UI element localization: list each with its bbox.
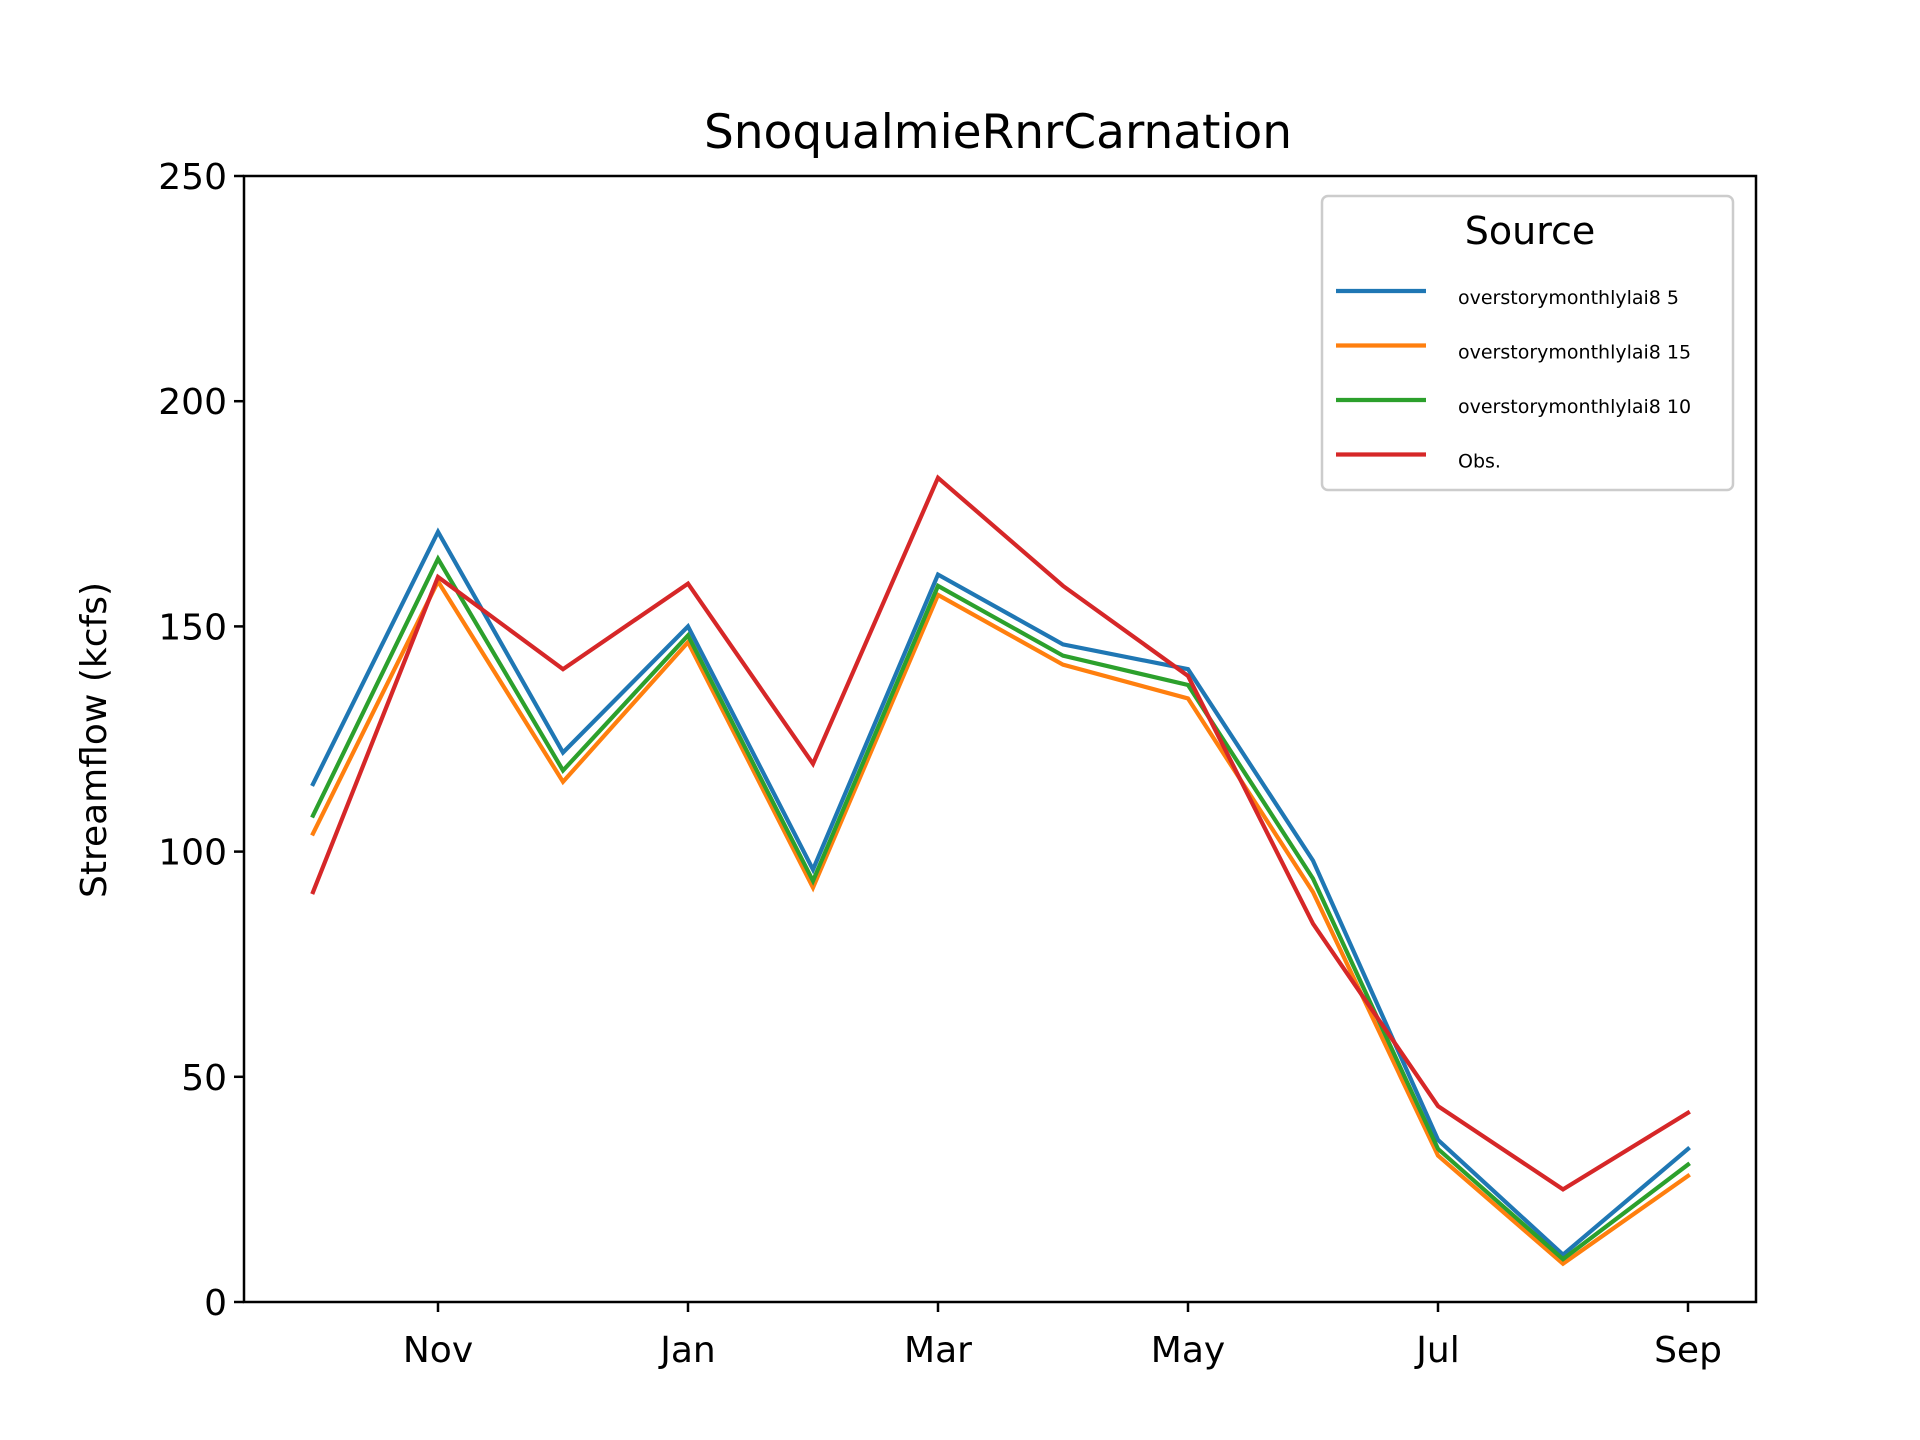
legend-label: overstorymonthlylai8 10 [1458, 396, 1691, 418]
legend-label: Obs. [1458, 451, 1501, 473]
x-axis: Nov Jan Mar May Jul Sep [403, 1302, 1722, 1371]
y-axis-label: Streamflow (kcfs) [74, 582, 115, 898]
plot-frame [242, 174, 1758, 1304]
legend-entries: overstorymonthlylai8 5 overstorymonthlyla… [1336, 287, 1691, 473]
x-tick-label: May [1151, 1330, 1225, 1371]
legend-label: overstorymonthlylai8 15 [1458, 342, 1691, 364]
y-axis: 0 50 100 150 200 250 [158, 157, 244, 1324]
x-tick-label: Mar [904, 1330, 972, 1371]
y-tick-label: 0 [204, 1283, 227, 1324]
series-line-3 [310, 554, 1691, 1262]
x-tick-label: Nov [403, 1330, 473, 1371]
y-tick-label: 150 [158, 607, 227, 648]
legend: Source overstorymonthlylai8 5overstorymo… [1320, 194, 1735, 492]
series-lines [310, 474, 1691, 1267]
legend-title: Source [1465, 209, 1596, 253]
series-line-2 [310, 577, 1691, 1267]
y-tick-label: 100 [158, 833, 227, 874]
x-tick-label: Jan [658, 1330, 716, 1371]
chart-title: SnoqualmieRnrCarnation [704, 105, 1292, 160]
x-tick-label: Jul [1414, 1330, 1459, 1371]
y-tick-label: 250 [158, 157, 227, 198]
y-tick-label: 50 [181, 1058, 227, 1099]
series-line-4 [310, 474, 1691, 1192]
y-tick-label: 200 [158, 382, 227, 423]
series-line-1 [310, 527, 1691, 1258]
x-tick-label: Sep [1654, 1330, 1722, 1371]
legend-label: overstorymonthlylai8 5 [1458, 287, 1679, 309]
legend-frame [1320, 194, 1735, 492]
